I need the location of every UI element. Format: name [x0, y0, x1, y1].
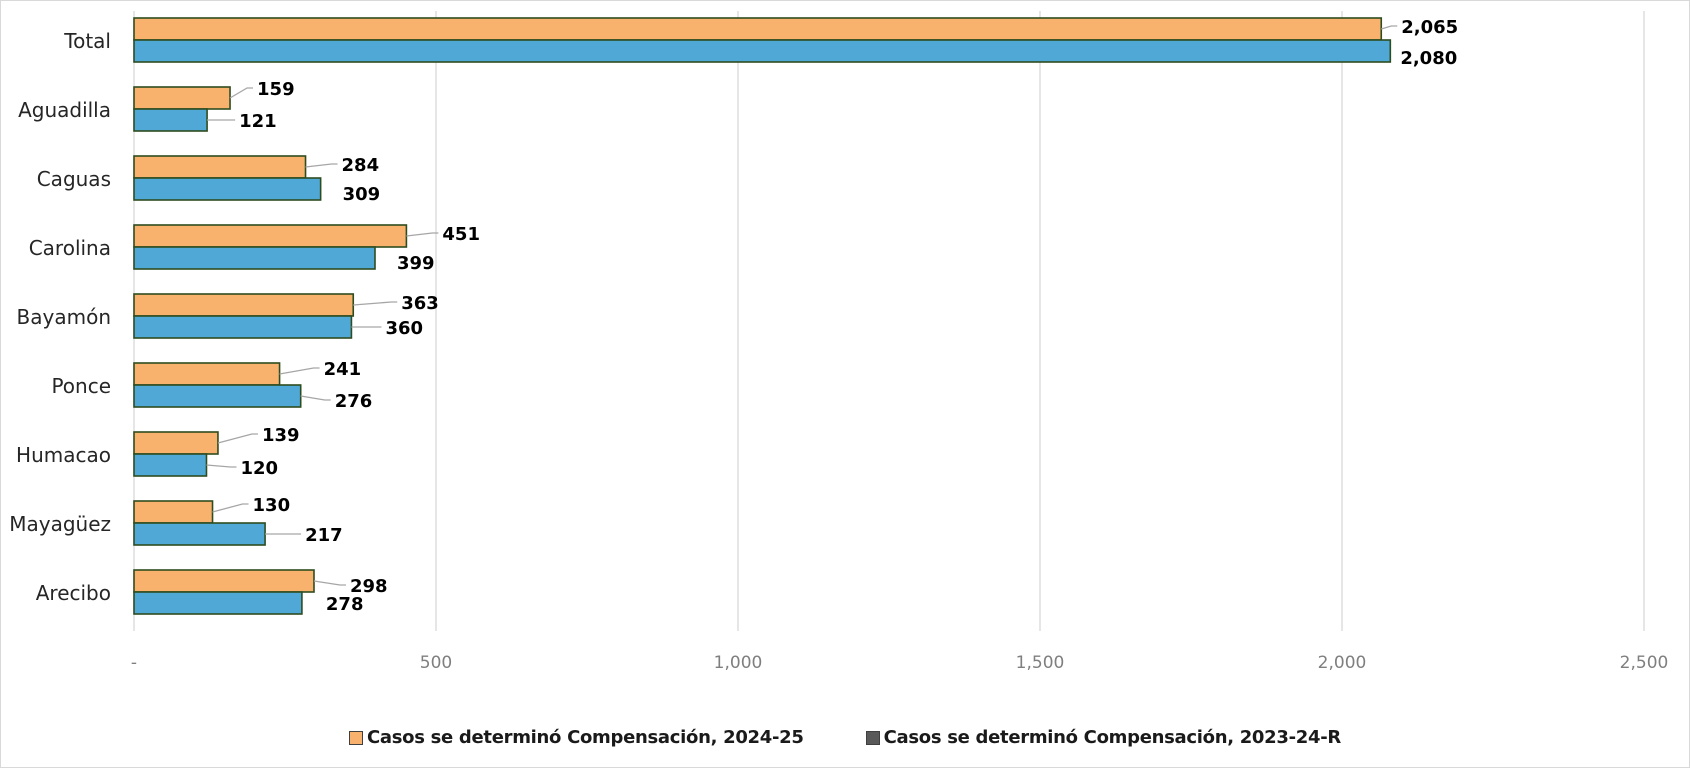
bar-mayaguez-2023-24-r [133, 522, 266, 546]
data-label-carolina-2024-25: 451 [442, 224, 480, 245]
bar-aguadilla-2023-24-r [133, 108, 208, 132]
leader-line-mayaguez-2024-25 [212, 503, 249, 513]
bar-bayamon-2024-25 [133, 293, 355, 317]
data-label-humacao-2024-25: 139 [262, 425, 300, 446]
leader-line-bayamon-2024-25 [353, 301, 398, 306]
data-label-mayaguez-2023-24-r: 217 [305, 525, 343, 546]
data-label-total-2023-24-r: 2,080 [1400, 48, 1457, 69]
bar-arecibo-2024-25 [133, 569, 315, 593]
data-label-aguadilla-2024-25: 159 [257, 79, 295, 100]
legend-item-2024-25: Casos se determinó Compensación, 2024-25 [349, 727, 804, 748]
data-label-aguadilla-2023-24-r: 121 [239, 111, 277, 132]
data-label-total-2024-25: 2,065 [1401, 17, 1458, 38]
leader-line-humacao-2024-25 [217, 433, 258, 444]
bar-carolina-2023-24-r [133, 246, 376, 270]
category-label-bayamon: Bayamón [17, 305, 111, 329]
x-axis-tick-labels: - 500 1,000 1,500 2,000 2,500 [131, 653, 1668, 673]
data-label-carolina-2023-24-r: 399 [397, 253, 435, 274]
bar-bayamon-2023-24-r [133, 315, 353, 339]
bar-ponce-2023-24-r [133, 384, 302, 408]
leader-line-ponce-2024-25 [279, 367, 320, 375]
leader-line-caguas-2024-25 [305, 163, 338, 168]
category-label-caguas: Caguas [37, 167, 111, 191]
data-label-arecibo-2023-24-r: 278 [326, 594, 364, 615]
category-label-total: Total [63, 29, 111, 53]
legend-swatch-2023-24-r [865, 730, 880, 745]
category-label-aguadilla: Aguadilla [18, 98, 111, 122]
leader-lines [206, 25, 1398, 586]
data-label-bayamon-2023-24-r: 360 [385, 318, 423, 339]
bar-total-2023-24-r [133, 39, 1392, 63]
legend: Casos se determinó Compensación, 2024-25… [1, 727, 1689, 748]
bar-total-2024-25 [133, 17, 1383, 41]
legend-label-2024-25: Casos se determinó Compensación, 2024-25 [367, 727, 804, 748]
category-label-arecibo: Arecibo [36, 581, 111, 605]
bar-caguas-2024-25 [133, 155, 307, 179]
leader-line-humacao-2023-24-r [206, 464, 237, 468]
bar-caguas-2023-24-r [133, 177, 322, 201]
x-tick-label-2500: 2,500 [1620, 653, 1669, 673]
leader-line-aguadilla-2024-25 [229, 87, 254, 99]
data-label-ponce-2023-24-r: 276 [335, 391, 373, 412]
x-tick-label-1500: 1,500 [1016, 653, 1065, 673]
x-tick-label-1000: 1,000 [714, 653, 763, 673]
category-label-carolina: Carolina [29, 236, 111, 260]
bar-humacao-2024-25 [133, 431, 219, 455]
x-tick-label-2000: 2,000 [1318, 653, 1367, 673]
bar-ponce-2024-25 [133, 362, 281, 386]
leader-line-ponce-2023-24-r [300, 395, 331, 401]
leader-line-total-2024-25 [1381, 25, 1398, 30]
legend-item-2023-24-r: Casos se determinó Compensación, 2023-24… [865, 727, 1342, 748]
x-tick-label-0: - [131, 653, 137, 673]
data-label-bayamon-2024-25: 363 [401, 293, 439, 314]
bar-humacao-2023-24-r [133, 453, 208, 477]
category-label-mayaguez: Mayagüez [9, 512, 111, 536]
data-labels: 2,065 2,080 159 121 284 309 451 399 363 360 241 276… [239, 17, 1458, 615]
gridlines [133, 11, 1645, 631]
data-label-humacao-2023-24-r: 120 [240, 458, 278, 479]
category-label-humacao: Humacao [16, 443, 111, 467]
data-label-caguas-2023-24-r: 309 [343, 184, 381, 205]
data-label-arecibo-2024-25: 298 [350, 576, 388, 597]
bar-aguadilla-2024-25 [133, 86, 231, 110]
bar-mayaguez-2024-25 [133, 500, 214, 524]
bar-carolina-2024-25 [133, 224, 408, 248]
bars [133, 17, 1392, 615]
leader-line-arecibo-2024-25 [313, 580, 346, 586]
data-label-mayaguez-2024-25: 130 [253, 495, 291, 516]
legend-swatch-2024-25 [349, 730, 364, 745]
bar-arecibo-2023-24-r [133, 591, 303, 615]
data-label-ponce-2024-25: 241 [324, 359, 362, 380]
legend-label-2023-24-r: Casos se determinó Compensación, 2023-24… [883, 727, 1342, 748]
bar-chart: 2,065 2,080 159 121 284 309 451 399 363 360 241 276… [9, 11, 1668, 673]
x-tick-label-500: 500 [420, 653, 452, 673]
category-label-ponce: Ponce [51, 374, 111, 398]
data-label-caguas-2024-25: 284 [342, 155, 380, 176]
category-labels: Total Aguadilla Caguas Carolina Bayamón Ponce… [9, 29, 111, 605]
leader-line-carolina-2024-25 [406, 232, 439, 237]
